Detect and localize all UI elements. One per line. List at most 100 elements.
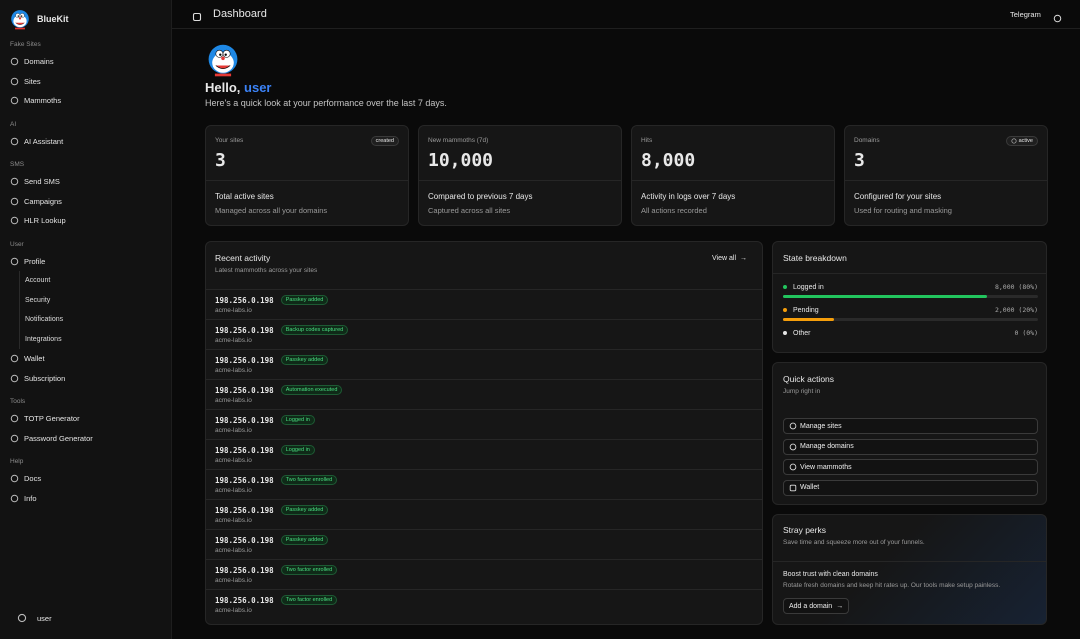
- row-domain: acme-labs.io: [215, 307, 252, 314]
- row-ip: 198.256.0.198: [215, 445, 274, 455]
- card-divider: [773, 561, 1046, 562]
- nav-item[interactable]: Send SMS: [0, 172, 172, 192]
- telegram-link[interactable]: Telegram: [1010, 10, 1041, 19]
- activity-row: 198.256.0.198 Passkey added acme-labs.io: [206, 349, 762, 379]
- row-line: 198.256.0.198 Passkey added: [215, 535, 329, 545]
- nav-label: Info: [24, 493, 37, 503]
- group-title: Fake Sites: [10, 41, 41, 48]
- button-label: View mammoths: [800, 463, 852, 471]
- perks-title: Stray perks: [783, 525, 826, 535]
- state-label: Logged in: [793, 283, 824, 291]
- icon: [192, 12, 202, 22]
- row-line: 198.256.0.198 Backup codes captured: [215, 325, 349, 335]
- row-line: 198.256.0.198 Two factor enrolled: [215, 565, 338, 575]
- activity-row: 198.256.0.198 Passkey added acme-labs.io: [206, 529, 762, 559]
- icon: [10, 137, 19, 145]
- activity-row: 198.256.0.198 Two factor enrolled acme-lab…: [206, 589, 762, 619]
- row-domain: acme-labs.io: [215, 397, 252, 404]
- nav-label: Mammoths: [24, 96, 62, 106]
- row-tag: Two factor enrolled: [280, 565, 338, 575]
- row-line: 198.256.0.198 Logged in: [215, 445, 315, 455]
- button-label: Manage domains: [800, 443, 854, 450]
- nav-item[interactable]: Wallet: [0, 349, 172, 369]
- group-title: SMS: [10, 161, 25, 168]
- stat-label: Hits: [641, 137, 653, 144]
- nav-group: Fake Sites Domains Sites Mammoths: [0, 38, 172, 111]
- perks-subtitle: Save time and squeeze more out of your f…: [783, 539, 925, 546]
- nav-subitem[interactable]: Notifications: [19, 310, 172, 330]
- card-divider: [206, 180, 408, 181]
- row-tag: Passkey added: [280, 505, 329, 515]
- nav-item[interactable]: Domains: [0, 52, 172, 72]
- row-tag: Passkey added: [280, 355, 329, 365]
- row-line: 198.256.0.198 Passkey added: [215, 505, 329, 515]
- nav-item[interactable]: Subscription: [0, 369, 172, 389]
- sidebar: BlueKit Fake Sites Domains Sites Mammoths AI A…: [0, 0, 172, 639]
- activity-subtitle: Latest mammoths across your sites: [215, 267, 318, 274]
- icon: [10, 178, 19, 186]
- nav-item[interactable]: TOTP Generator: [0, 409, 172, 429]
- nav-item[interactable]: Docs: [0, 469, 172, 489]
- nav-item[interactable]: HLR Lookup: [0, 211, 172, 231]
- nav-label: Send SMS: [24, 177, 60, 187]
- view-all-text: View all: [712, 255, 736, 262]
- badge-text: created: [375, 138, 394, 144]
- progress-track: [783, 318, 1038, 321]
- quick-subtitle: Jump right in: [783, 388, 821, 395]
- greeting-hello: Hello,: [205, 80, 241, 95]
- row-ip: 198.256.0.198: [215, 595, 274, 605]
- add-domain-button[interactable]: Add a domain →: [783, 598, 850, 614]
- icon: [10, 494, 19, 502]
- icon: [10, 197, 19, 205]
- stat-value: 10,000: [428, 150, 494, 171]
- row-line: 198.256.0.198 Two factor enrolled: [215, 475, 338, 485]
- stat-label: Domains: [854, 137, 880, 144]
- quick-action-button[interactable]: Manage sites: [783, 418, 1038, 434]
- nav-item[interactable]: Campaigns: [0, 192, 172, 212]
- row-line: 198.256.0.198 Passkey added: [215, 355, 329, 365]
- nav-item[interactable]: Password Generator: [0, 429, 172, 449]
- user-footer[interactable]: user: [17, 613, 52, 623]
- view-all-link[interactable]: View all →: [712, 255, 747, 262]
- nav-label: HLR Lookup: [24, 216, 66, 226]
- quick-action-button[interactable]: Manage domains: [783, 438, 1038, 455]
- group-title: Tools: [10, 398, 26, 405]
- sidebar-toggle[interactable]: [192, 9, 202, 27]
- row-domain: acme-labs.io: [215, 487, 252, 494]
- quick-action-button[interactable]: View mammoths: [783, 459, 1038, 475]
- icon: [1053, 14, 1062, 23]
- row-domain: acme-labs.io: [215, 577, 252, 584]
- activity-row: 198.256.0.198 Two factor enrolled acme-lab…: [206, 469, 762, 499]
- activity-panel: Recent activity Latest mammoths across yo…: [205, 241, 763, 625]
- nav-subitem[interactable]: Security: [19, 290, 172, 310]
- stat-title: Activity in logs over 7 days: [641, 192, 736, 201]
- nav-item[interactable]: Info: [0, 489, 172, 509]
- row-tag: Logged in: [280, 445, 315, 455]
- icon: [10, 77, 19, 85]
- nav-subitem[interactable]: Account: [19, 271, 172, 291]
- icon: [10, 97, 19, 105]
- row-line: 198.256.0.198 Passkey added: [215, 295, 329, 305]
- nav-item[interactable]: Mammoths: [0, 91, 172, 111]
- theme-toggle[interactable]: [1053, 10, 1062, 28]
- nav-label: Password Generator: [24, 433, 93, 443]
- brand: BlueKit: [37, 14, 69, 24]
- progress-fill: [783, 295, 987, 298]
- nav-item[interactable]: Profile: [0, 252, 172, 272]
- nav: Fake Sites Domains Sites Mammoths AI AI Assis…: [0, 38, 172, 508]
- nav-item[interactable]: Sites: [0, 72, 172, 92]
- stat-value: 8,000: [641, 150, 696, 171]
- nav-subitem[interactable]: Integrations: [19, 329, 172, 349]
- activity-title: Recent activity: [215, 253, 271, 263]
- arrow: →: [836, 602, 844, 610]
- icon: [17, 613, 27, 623]
- nav-label: Wallet: [24, 354, 45, 364]
- button-label: Add a domain: [789, 602, 833, 610]
- state-dot: [783, 308, 787, 312]
- row-domain: acme-labs.io: [215, 367, 252, 374]
- stat-title: Compared to previous 7 days: [428, 192, 533, 201]
- main: Dashboard Telegram Hello, user Here's a qui…: [172, 0, 1080, 639]
- quick-action-button[interactable]: Wallet: [783, 479, 1038, 496]
- nav-item[interactable]: AI Assistant: [0, 132, 172, 152]
